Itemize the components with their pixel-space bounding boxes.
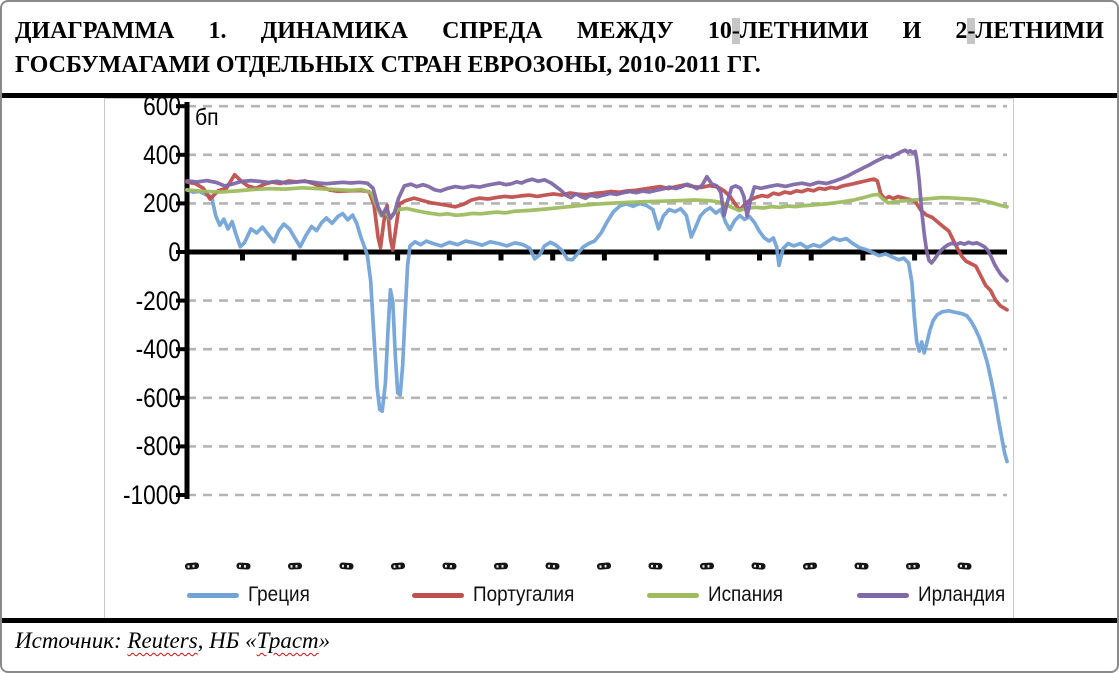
x-axis-tick bbox=[912, 254, 918, 261]
y-axis-tick bbox=[176, 152, 185, 157]
x-axis-date-label bbox=[802, 562, 818, 570]
series-line-Ирландия bbox=[185, 148, 1009, 283]
legend-swatch bbox=[187, 592, 239, 598]
x-axis-date-label bbox=[287, 562, 303, 570]
highlighted-hyphen: - bbox=[967, 18, 976, 44]
y-axis-tick bbox=[176, 347, 185, 352]
x-axis-date-label bbox=[545, 562, 560, 570]
legend-item: Ирландия bbox=[857, 582, 1015, 608]
x-axis-date-label bbox=[957, 562, 972, 570]
x-axis-date-label bbox=[648, 562, 663, 570]
highlighted-hyphen: - bbox=[731, 18, 740, 44]
x-axis-date-label bbox=[442, 562, 457, 570]
x-axis-tick bbox=[446, 254, 452, 261]
y-axis-line bbox=[184, 102, 190, 499]
y-axis-label: -600 bbox=[135, 382, 181, 413]
x-axis-date-label bbox=[751, 562, 766, 570]
x-axis-date-label bbox=[493, 562, 509, 570]
source-middle: , НБ « bbox=[197, 628, 257, 653]
horizontal-rule-bottom bbox=[2, 618, 1117, 623]
x-axis-tick bbox=[291, 254, 297, 261]
x-axis-tick bbox=[808, 254, 814, 261]
x-axis-date-label bbox=[905, 562, 921, 570]
x-axis-tick bbox=[601, 254, 607, 261]
chart-document-title: ДИАГРАММА 1. ДИНАМИКА СПРЕДА МЕЖДУ 10-ЛЕ… bbox=[15, 14, 1104, 82]
legend-item: Португалия bbox=[412, 582, 586, 608]
legend-label: Греция bbox=[248, 583, 310, 606]
x-axis-tick bbox=[498, 254, 504, 261]
y-axis-tick bbox=[176, 104, 185, 109]
x-axis-date-label bbox=[236, 562, 251, 570]
x-axis-tick bbox=[343, 254, 349, 261]
legend-swatch bbox=[647, 592, 699, 598]
source-suffix: » bbox=[318, 628, 331, 653]
y-axis-label: 600 bbox=[143, 91, 181, 122]
title-text-segment: ДИАГРАММА 1. ДИНАМИКА СПРЕДА МЕЖДУ 10 bbox=[15, 18, 732, 44]
x-axis-tick bbox=[550, 254, 556, 261]
x-axis-tick bbox=[653, 254, 659, 261]
y-axis-unit-label: бп bbox=[195, 104, 219, 130]
plot-canvas bbox=[176, 102, 1009, 570]
legend-label: Испания bbox=[708, 583, 784, 606]
series-line-Греция bbox=[185, 187, 1009, 464]
y-axis-label: 200 bbox=[143, 188, 181, 219]
y-axis-tick bbox=[176, 298, 185, 303]
y-axis-label: -400 bbox=[135, 334, 181, 365]
y-axis-label: -1000 bbox=[122, 480, 181, 510]
x-axis-date-label bbox=[339, 562, 354, 570]
x-axis-date-label bbox=[596, 562, 612, 570]
y-axis-label: -800 bbox=[135, 431, 181, 462]
chart-legend: Греция Португалия Испания Ирландия bbox=[105, 582, 1013, 612]
spellcheck-word-trust: Траст bbox=[256, 628, 319, 653]
y-axis-label: 400 bbox=[143, 139, 181, 170]
y-axis-label: -200 bbox=[135, 285, 181, 316]
x-axis-tick bbox=[705, 254, 711, 261]
x-axis-date-label bbox=[699, 562, 715, 570]
legend-label: Ирландия bbox=[918, 583, 1006, 606]
y-axis-label: 0 bbox=[168, 237, 181, 267]
x-axis-tick bbox=[860, 254, 866, 261]
y-axis-tick bbox=[176, 201, 185, 206]
doc-title-line1: ДИАГРАММА 1. ДИНАМИКА СПРЕДА МЕЖДУ 10-ЛЕ… bbox=[15, 14, 1104, 48]
legend-swatch bbox=[857, 592, 909, 598]
doc-title-line2: ГОСБУМАГАМИ ОТДЕЛЬНЫХ СТРАН ЕВРОЗОНЫ, 20… bbox=[15, 52, 761, 78]
x-axis-date-label bbox=[184, 562, 200, 570]
horizontal-rule-top bbox=[2, 93, 1117, 98]
chart-area: 600 400 200 0 -200 -400 -600 -800 -1000 бп Греци… bbox=[104, 91, 1014, 619]
x-axis-tick bbox=[757, 254, 762, 261]
legend-item: Испания bbox=[647, 582, 791, 608]
legend-item: Греция bbox=[187, 582, 317, 608]
title-text-segment: ЛЕТНИМИ bbox=[975, 18, 1104, 44]
legend-swatch bbox=[412, 592, 464, 598]
title-text-segment: ЛЕТНИМИ И 2 bbox=[739, 18, 968, 44]
x-axis-tick bbox=[395, 254, 401, 261]
legend-label: Португалия bbox=[473, 583, 575, 606]
spellcheck-word-reuters: Reuters bbox=[127, 628, 198, 653]
x-axis-date-label bbox=[854, 562, 869, 570]
y-axis-tick bbox=[176, 250, 185, 254]
source-note: Источник: Reuters, НБ «Траст» bbox=[15, 628, 330, 654]
source-prefix: Источник: bbox=[15, 628, 128, 653]
y-axis-tick bbox=[176, 493, 185, 497]
x-axis-date-label bbox=[390, 562, 406, 570]
x-axis-tick bbox=[240, 254, 245, 261]
y-axis-tick bbox=[176, 395, 185, 400]
y-axis-tick bbox=[176, 444, 185, 449]
zero-baseline bbox=[187, 249, 1007, 255]
